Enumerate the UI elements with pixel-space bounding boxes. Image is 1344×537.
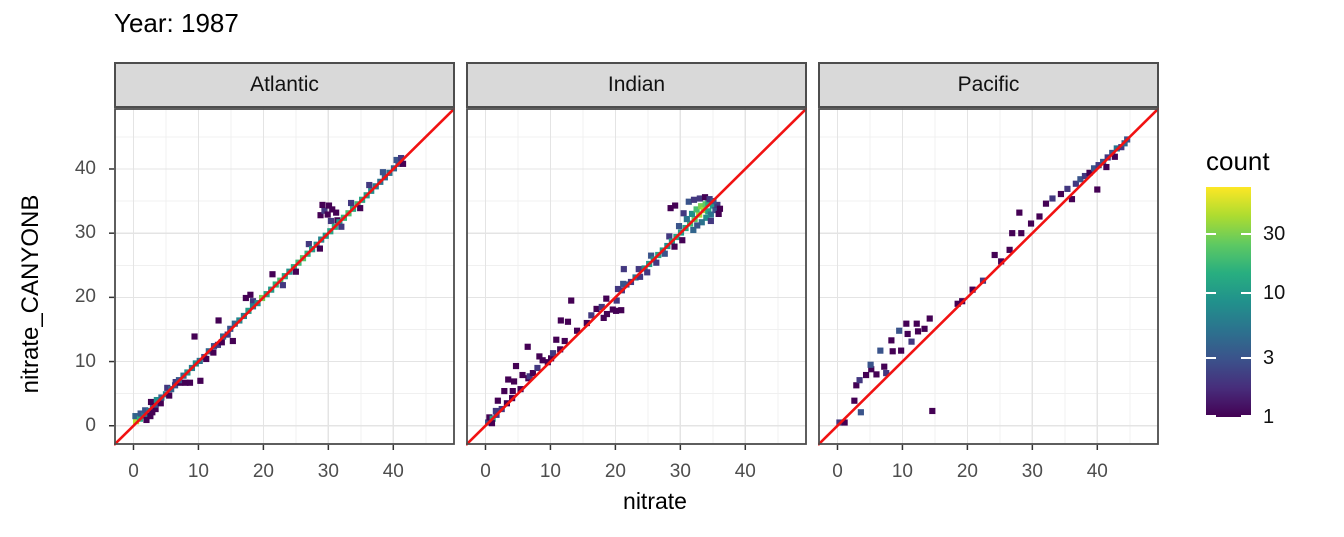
legend-tick-label: 10 (1263, 282, 1286, 305)
x-axis-title: nitrate (623, 488, 687, 514)
panel-border (818, 108, 1159, 445)
facet-panel-atlantic: 0 10 20 30 40 (114, 108, 455, 482)
y-tick-label: 30 (74, 222, 96, 244)
legend-title: count (1206, 146, 1270, 176)
legend-tick-dash (1206, 292, 1216, 295)
identity-line (466, 108, 807, 446)
legend-tick-dash (1241, 415, 1251, 417)
y-tick-label: 10 (74, 350, 96, 372)
legend-tick-label: 30 (1263, 223, 1286, 246)
x-tick-label: 10 (540, 461, 561, 482)
legend-tick-dash (1241, 356, 1251, 359)
facet-strip-label: Atlantic (250, 73, 319, 96)
y-tick-label: 0 (85, 414, 96, 436)
legend-tick-dash (1241, 233, 1251, 236)
x-axis-ticks: 0 10 20 30 40 (480, 445, 756, 482)
x-tick-label: 0 (480, 461, 491, 482)
x-tick-label: 30 (1022, 461, 1043, 482)
x-axis-ticks: 0 10 20 30 40 (128, 445, 404, 482)
panel-border (466, 108, 807, 445)
facet-strip-pacific: Pacific (818, 62, 1159, 108)
x-tick-label: 10 (188, 461, 209, 482)
y-tick-label: 20 (74, 286, 96, 308)
identity-line (114, 108, 455, 446)
facet-strip-label: Indian (607, 73, 666, 96)
x-tick-label: 0 (832, 461, 843, 482)
facet-panel-pacific: 0 10 20 30 40 (818, 108, 1159, 482)
y-tick-label: 40 (74, 157, 96, 179)
facet-strip-atlantic: Atlantic (114, 62, 455, 108)
x-tick-label: 30 (670, 461, 691, 482)
x-tick-label: 20 (253, 461, 274, 482)
x-tick-label: 20 (605, 461, 626, 482)
x-axis-ticks: 0 10 20 30 40 (832, 445, 1108, 482)
y-axis-title: nitrate_CANYONB (17, 194, 44, 394)
panel-border (114, 108, 455, 445)
facet-panel-indian: 0 10 20 30 40 (466, 108, 807, 482)
legend-tick-dash (1241, 292, 1251, 295)
legend-tick-label: 1 (1263, 406, 1275, 428)
identity-line (818, 108, 1159, 446)
plot-title: Year: 1987 (114, 8, 239, 38)
facet-strip-indian: Indian (466, 62, 807, 108)
legend-tick-dash (1206, 415, 1216, 417)
x-tick-label: 40 (1087, 461, 1108, 482)
x-tick-label: 40 (735, 461, 756, 482)
x-tick-label: 0 (128, 461, 139, 482)
x-tick-label: 30 (318, 461, 339, 482)
x-tick-label: 40 (383, 461, 404, 482)
panel-gridlines (818, 108, 1159, 445)
facet-strip-label: Pacific (957, 73, 1020, 96)
legend: count 30 10 3 1 (1206, 146, 1344, 446)
y-axis-ticks (109, 168, 114, 427)
legend-tick-dash (1206, 356, 1216, 359)
legend-tick-dash (1206, 233, 1216, 236)
x-tick-label: 20 (957, 461, 978, 482)
panel-gridlines (114, 108, 455, 445)
legend-tick-label: 3 (1263, 346, 1275, 369)
x-tick-label: 10 (892, 461, 913, 482)
legend-colorbar (1206, 187, 1251, 417)
